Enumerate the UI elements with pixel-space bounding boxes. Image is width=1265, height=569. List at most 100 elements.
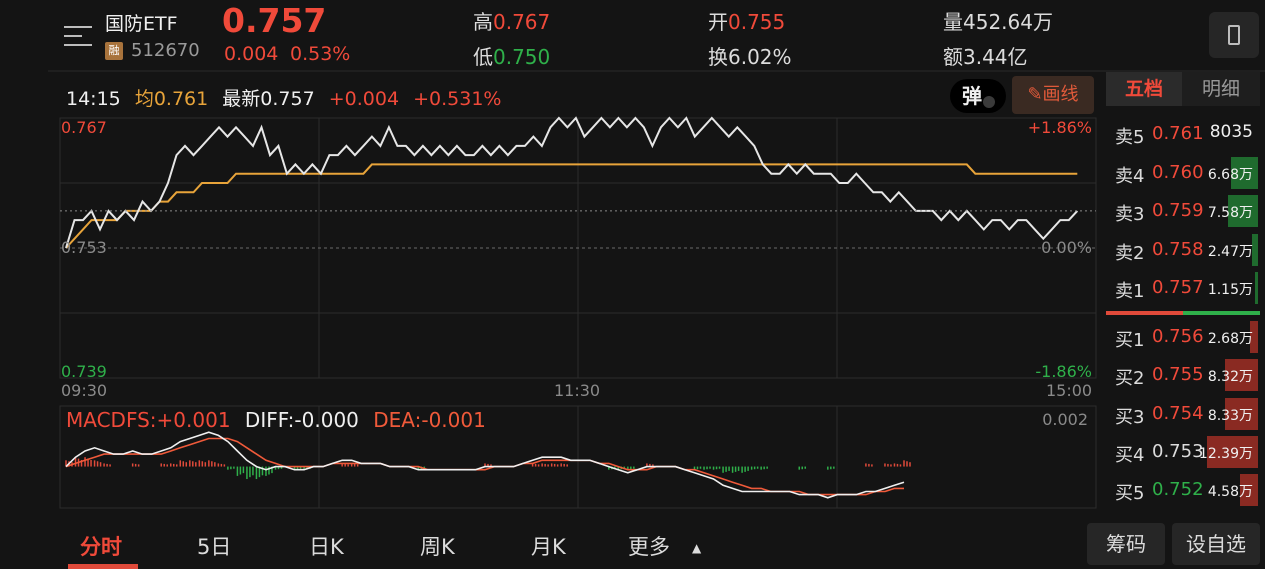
ask-level[interactable]: 卖2 0.758 2.47万 [1106, 232, 1262, 268]
volume-depth-bar [1225, 397, 1258, 430]
price-axis-bottom: 0.739 [61, 362, 107, 381]
price-axis-top: 0.767 [61, 118, 107, 137]
level-price: 0.760 [1152, 161, 1204, 183]
macd-legend[interactable]: MACDFS:+0.001 DIFF:-0.000 DEA:-0.001 [66, 408, 494, 432]
tab-intraday[interactable]: 分时 [80, 535, 122, 559]
level-price: 0.757 [1152, 277, 1204, 298]
level-volume: 2.47万 [1207, 243, 1253, 260]
macd-dea: DEA:-0.001 [373, 408, 486, 432]
level-volume: 4.58万 [1207, 484, 1253, 501]
stock-name: 国防ETF [105, 13, 178, 35]
time-axis-mid: 11:30 [554, 381, 601, 400]
level-volume: 7.58万 [1207, 205, 1253, 221]
turnover-stat: 换6.02% [708, 45, 792, 69]
volume-depth-bar [1225, 359, 1258, 392]
ask-level[interactable]: 卖1 0.757 1.15万 [1106, 270, 1262, 306]
average-price-line [65, 163, 1078, 249]
level-volume: 6.68万 [1207, 166, 1253, 183]
pct-axis-mid: 0.00% [1041, 238, 1092, 257]
tab-five-levels[interactable]: 五档 [1106, 72, 1182, 106]
phone-rotate-button[interactable] [1209, 12, 1259, 58]
volume-depth-bar [1255, 272, 1258, 304]
bid-level[interactable]: 买5 0.752 4.58万 [1106, 472, 1262, 508]
info-latest: 最新0.757 [222, 88, 315, 110]
bottom-period-bar [0, 519, 1265, 569]
level-price: 0.759 [1152, 200, 1204, 221]
info-time: 14:15 [66, 88, 121, 110]
open-stat: 开0.755 [708, 10, 786, 34]
ask-level[interactable]: 卖3 0.759 7.58万 [1106, 193, 1262, 229]
level-volume: 8035 [1209, 122, 1253, 142]
level-label: 卖2 [1115, 242, 1145, 264]
tab-5day[interactable]: 5日 [197, 535, 232, 559]
volume-depth-bar [1228, 195, 1258, 227]
ask-level[interactable]: 卖5 0.761 8035 [1106, 116, 1262, 152]
level-price: 0.761 [1152, 123, 1204, 144]
triangle-up-icon: ▲ [692, 541, 702, 555]
level-volume: 12.39万 [1198, 445, 1253, 462]
level-price: 0.755 [1152, 364, 1204, 386]
level-price: 0.758 [1152, 238, 1204, 260]
bid-level[interactable]: 买2 0.755 8.32万 [1106, 357, 1262, 393]
volume-depth-bar [1231, 156, 1258, 189]
crosshair-info-bar: 14:15 均0.761 最新0.757 +0.004 +0.531% [66, 84, 509, 111]
volume-depth-bar [1240, 474, 1258, 507]
menu-icon[interactable] [64, 24, 92, 48]
price-change-percent: 0.53% [290, 43, 351, 65]
price-axis-mid: 0.753 [61, 238, 107, 257]
volume-depth-bar [1252, 233, 1258, 266]
margin-trading-badge: 融 [105, 42, 123, 60]
tab-more[interactable]: 更多 ▲ [628, 535, 702, 559]
bid-level[interactable]: 买3 0.754 8.33万 [1106, 396, 1262, 432]
popup-toggle-button[interactable]: 弹 [950, 79, 1006, 113]
level-label: 卖1 [1115, 281, 1145, 302]
info-change-percent: +0.531% [413, 88, 502, 110]
level-label: 卖4 [1115, 165, 1145, 187]
diff-line [65, 431, 905, 499]
chips-button[interactable]: 筹码 [1087, 523, 1165, 565]
phone-icon [1228, 25, 1240, 45]
volume-stat: 量452.64万 [943, 10, 1053, 34]
level-label: 买1 [1115, 330, 1145, 351]
tab-weekly-k[interactable]: 周K [420, 535, 455, 559]
time-axis-end: 15:00 [1046, 381, 1093, 400]
level-price: 0.752 [1152, 479, 1204, 501]
level-label: 买4 [1115, 444, 1145, 466]
tab-monthly-k[interactable]: 月K [531, 535, 566, 559]
high-stat: 高0.767 [473, 10, 551, 34]
tab-trade-detail[interactable]: 明细 [1182, 72, 1260, 106]
macd-value: MACDFS:+0.001 [66, 408, 231, 432]
level-volume: 8.33万 [1207, 407, 1253, 424]
level-price: 0.756 [1152, 326, 1204, 347]
ask-level[interactable]: 卖4 0.760 6.68万 [1106, 155, 1262, 191]
level-volume: 1.15万 [1207, 282, 1253, 298]
macd-axis-top: 0.002 [1042, 410, 1088, 429]
pct-axis-bottom: -1.86% [1035, 362, 1092, 381]
bid-level[interactable]: 买4 0.753 12.39万 [1106, 434, 1262, 470]
price-change: 0.004 [224, 43, 279, 65]
bid-level[interactable]: 买1 0.756 2.68万 [1106, 319, 1262, 355]
draw-line-button[interactable]: ✎画线 [1012, 76, 1094, 114]
level-price: 0.754 [1152, 402, 1204, 424]
macd-diff: DIFF:-0.000 [244, 408, 359, 432]
volume-depth-bar [1250, 321, 1258, 353]
tab-daily-k[interactable]: 日K [309, 535, 344, 559]
level-volume: 2.68万 [1207, 331, 1253, 347]
level-price: 0.753 [1152, 440, 1204, 462]
pencil-icon: ✎ [1027, 84, 1043, 105]
level-label: 买2 [1115, 368, 1145, 390]
time-axis-start: 09:30 [61, 381, 108, 400]
minus-circle-icon [983, 96, 995, 108]
level-label: 买3 [1115, 406, 1145, 428]
level-label: 卖3 [1115, 204, 1145, 225]
low-stat: 低0.750 [473, 45, 551, 69]
level-label: 卖5 [1115, 127, 1145, 148]
amount-stat: 额3.44亿 [943, 45, 1028, 69]
dea-line [65, 437, 904, 496]
info-average: 均0.761 [134, 88, 209, 110]
info-change: +0.004 [328, 88, 400, 110]
add-watchlist-button[interactable]: 设自选 [1172, 523, 1260, 565]
active-tab-underline [68, 564, 138, 569]
stock-code: 512670 [131, 40, 200, 61]
